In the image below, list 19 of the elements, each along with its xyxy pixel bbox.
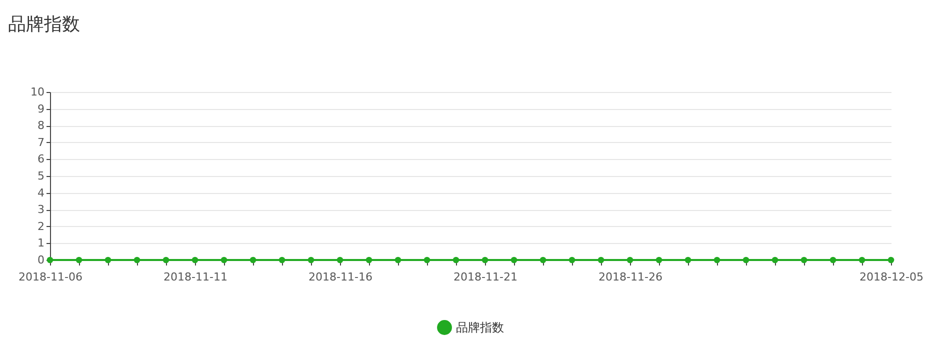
chart-title: 品牌指数 xyxy=(8,14,80,35)
y-tick-label: 10 xyxy=(30,86,44,98)
y-tick-label: 6 xyxy=(38,152,44,166)
y-tick-label: 2 xyxy=(38,220,44,233)
x-tick-label: 2018-11-06 xyxy=(18,270,82,284)
y-tick-label: 0 xyxy=(38,254,44,266)
x-tick-label: 2018-11-11 xyxy=(164,270,228,284)
y-tick-label: 8 xyxy=(38,119,44,132)
y-tick-label: 9 xyxy=(38,102,44,116)
y-tick-label: 3 xyxy=(38,203,44,216)
x-tick-label: 2018-11-16 xyxy=(308,270,372,284)
x-tick-label: 2018-12-05 xyxy=(860,270,924,284)
y-tick-label: 4 xyxy=(38,186,44,200)
x-tick-label: 2018-11-21 xyxy=(454,270,518,284)
x-tick-label: 2018-11-26 xyxy=(598,270,662,284)
y-tick-label: 7 xyxy=(38,136,44,149)
y-tick-label: 5 xyxy=(38,170,44,182)
y-tick-label: 1 xyxy=(38,236,44,250)
legend-label: 品牌指数 xyxy=(456,320,504,334)
